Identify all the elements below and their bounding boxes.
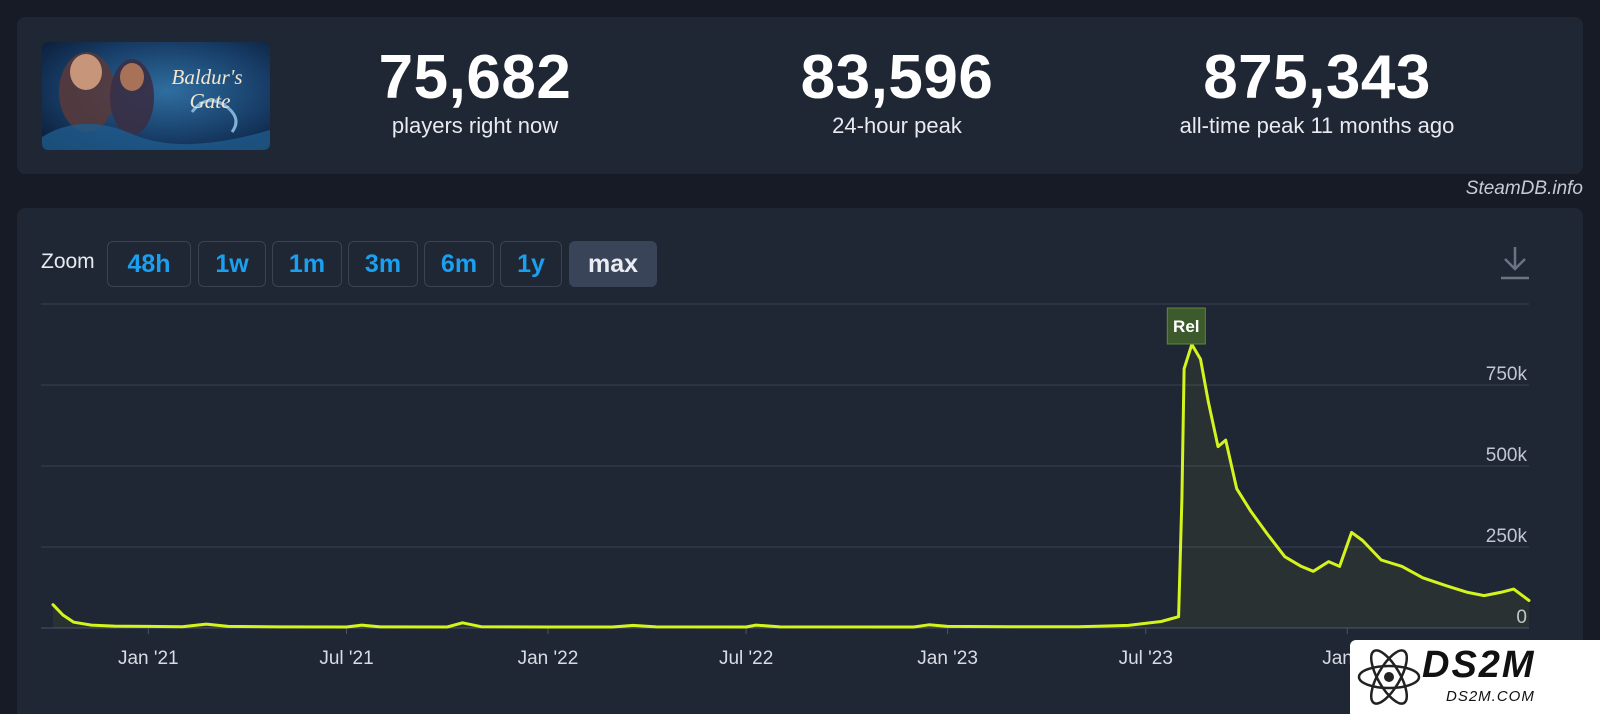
download-icon[interactable] — [1497, 244, 1533, 282]
annotation-flag — [1166, 307, 1206, 345]
series-line — [51, 342, 1531, 629]
atom-logo-icon — [1357, 649, 1421, 705]
game-logo[interactable]: Baldur's Gate — [42, 42, 270, 150]
stat-value: 75,682 — [378, 43, 572, 112]
zoom-button-1y[interactable]: 1y — [500, 241, 562, 287]
stat-current-players: 75,682 players right now — [275, 45, 675, 141]
chart-card: 0 250k 500k 750k Jan '21 Jul '21 Jan '22 Jul '2… — [17, 208, 1583, 714]
logo-text-line1: Baldur's — [172, 65, 243, 89]
x-tick-label: Jul '23 — [1119, 648, 1173, 669]
y-tick-label: 750k — [1486, 364, 1528, 385]
x-tick-label: Jan '21 — [118, 648, 179, 669]
zoom-button-3m[interactable]: 3m — [348, 241, 418, 287]
stats-card: Baldur's Gate 75,682 players right now 8… — [17, 17, 1583, 174]
zoom-button-48h[interactable]: 48h — [107, 241, 191, 287]
x-tick-label: Jul '21 — [319, 648, 373, 669]
stat-label: players right now — [391, 113, 559, 138]
player-count-chart: 0 250k 500k 750k Jan '21 Jul '21 Jan '22 Jul '2… — [41, 303, 1531, 669]
zoom-button-6m[interactable]: 6m — [424, 241, 494, 287]
y-tick-label: 0 — [1516, 607, 1527, 628]
stat-all-time-peak: 875,343 all-time peak 11 months ago — [1117, 45, 1517, 141]
stat-value: 83,596 — [800, 43, 994, 112]
watermark-title: DS2M — [1422, 644, 1536, 686]
stat-label: 24-hour peak — [832, 113, 962, 138]
watermark-url: DS2M.COM — [1446, 688, 1535, 705]
x-tick-label: Jan '22 — [518, 648, 579, 669]
zoom-label: Zoom — [41, 250, 95, 273]
stat-value: 875,343 — [1203, 43, 1431, 112]
y-tick-label: 250k — [1486, 526, 1528, 547]
series-area — [53, 344, 1529, 628]
annotation-label: Rel — [1173, 317, 1199, 336]
zoom-button-1w[interactable]: 1w — [198, 241, 266, 287]
zoom-button-max[interactable]: max — [569, 241, 657, 287]
logo-text-line2: Gate — [190, 89, 231, 113]
steamdb-credit[interactable]: SteamDB.info — [1465, 178, 1583, 199]
stat-label: all-time peak 11 months ago — [1179, 113, 1455, 138]
zoom-button-1m[interactable]: 1m — [272, 241, 342, 287]
x-tick-label: Jan '23 — [917, 648, 978, 669]
stat-24h-peak: 83,596 24-hour peak — [697, 45, 1097, 141]
watermark: DS2M DS2M.COM — [1350, 640, 1600, 714]
x-tick-label: Jul '22 — [719, 648, 773, 669]
y-tick-label: 500k — [1486, 445, 1528, 466]
